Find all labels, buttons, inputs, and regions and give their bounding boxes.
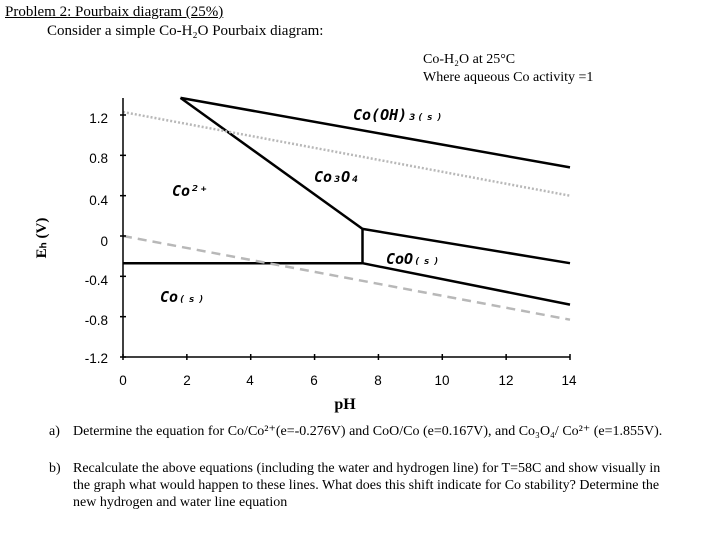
y-tick-label: 0.4 xyxy=(89,193,108,208)
y-axis-label: Eₕ (V) xyxy=(34,218,50,259)
question-a-text: Determine the equation for Co/Co²⁺(e=-0.… xyxy=(73,424,663,439)
region-label-co3o4: Co₃O₄ xyxy=(314,168,359,186)
x-tick-label: 6 xyxy=(310,373,318,388)
diagram-note-activity: Where aqueous Co activity =1 xyxy=(423,70,594,85)
y-tick-label: -0.4 xyxy=(85,273,109,288)
x-tick-marks xyxy=(122,354,571,360)
question-b-label: b) xyxy=(49,461,61,476)
problem-subtitle: Consider a simple Co-H₂O Pourbaix diagra… xyxy=(47,23,324,39)
x-tick-label: 10 xyxy=(434,373,449,388)
region-label-co2plus: Co²⁺ xyxy=(172,182,208,200)
y-tick-marks xyxy=(120,114,126,358)
x-tick-label: 8 xyxy=(374,373,382,388)
region-label-cooh3: Co(OH)₃₍ₛ₎ xyxy=(353,106,443,124)
y-tick-label: 0 xyxy=(100,234,108,249)
problem-title: Problem 2: Pourbaix diagram (25%) xyxy=(5,4,224,20)
x-tick-label: 12 xyxy=(498,373,513,388)
x-tick-label: 0 xyxy=(119,373,127,388)
x-tick-label: 2 xyxy=(183,373,191,388)
phase-boundary-line xyxy=(362,227,571,265)
phase-boundary-line xyxy=(179,96,364,230)
x-tick-label: 14 xyxy=(561,373,577,388)
diagram-note-conditions: Co-H₂O at 25°C xyxy=(423,52,516,67)
region-label-coo: CoO₍ₛ₎ xyxy=(386,250,440,268)
x-axis-label: pH xyxy=(334,396,356,413)
phase-boundary-line xyxy=(180,96,571,169)
y-tick-label: -1.2 xyxy=(85,351,108,366)
phase-boundary-line xyxy=(362,261,571,306)
y-tick-label: 0.8 xyxy=(89,151,108,166)
y-tick-label: -0.8 xyxy=(85,313,108,328)
x-tick-label: 4 xyxy=(246,373,254,388)
series-layer xyxy=(122,96,571,321)
y-tick-label: 1.2 xyxy=(89,111,108,126)
hydrogen-stability-line xyxy=(122,234,571,321)
region-label-co-solid: Co₍ₛ₎ xyxy=(160,288,205,306)
question-a-label: a) xyxy=(49,424,60,439)
question-b-text: Recalculate the above equations (includi… xyxy=(73,461,661,510)
